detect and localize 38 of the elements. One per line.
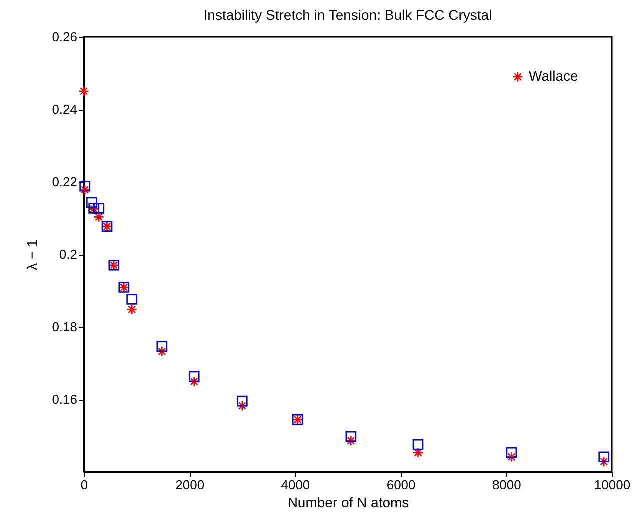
point bbox=[506, 452, 518, 463]
point bbox=[126, 304, 138, 315]
x-axis-title: Number of N atoms bbox=[288, 494, 410, 510]
point bbox=[237, 400, 248, 412]
legend-label: Wallace bbox=[529, 68, 578, 84]
point bbox=[598, 452, 610, 463]
point bbox=[78, 86, 90, 97]
point bbox=[237, 396, 248, 407]
point bbox=[80, 184, 90, 196]
point bbox=[346, 435, 357, 446]
point bbox=[188, 376, 200, 388]
point bbox=[506, 447, 518, 458]
chart-title: Instability Stretch in Tension: Bulk FCC Crystal bbox=[204, 7, 492, 23]
x-tick-label: 0 bbox=[80, 478, 88, 492]
point bbox=[156, 346, 168, 358]
y-tick-label: 0.2 bbox=[59, 247, 78, 262]
point bbox=[346, 431, 357, 442]
point bbox=[94, 203, 104, 214]
point bbox=[412, 447, 424, 458]
point bbox=[188, 371, 200, 382]
y-tick-label: 0.18 bbox=[52, 320, 78, 334]
y-axis-title: λ − 1 bbox=[24, 239, 40, 270]
x-tick-label: 2000 bbox=[176, 478, 205, 492]
x-tick-label: 10000 bbox=[594, 478, 631, 492]
point bbox=[156, 341, 168, 352]
point bbox=[94, 212, 104, 223]
y-tick-label: 0.22 bbox=[52, 174, 78, 190]
point bbox=[598, 456, 610, 468]
y-tick-label: 0.24 bbox=[52, 102, 78, 117]
x-tick-label: 4000 bbox=[281, 478, 310, 492]
x-tick-label: 8000 bbox=[492, 478, 522, 492]
y-tick-label: 0.16 bbox=[52, 392, 78, 407]
point bbox=[126, 294, 138, 305]
point bbox=[80, 180, 90, 192]
point bbox=[412, 439, 424, 450]
y-tick-label: 0.26 bbox=[52, 30, 78, 44]
x-tick-label: 6000 bbox=[386, 478, 416, 492]
point bbox=[86, 197, 98, 208]
